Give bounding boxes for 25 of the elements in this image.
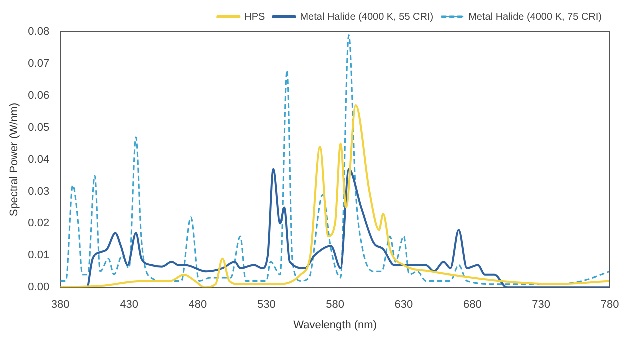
x-tick-label: 780: [600, 299, 620, 312]
x-tick-label: 530: [257, 299, 276, 312]
legend-label: Metal Halide (4000 K, 75 CRI): [468, 12, 602, 23]
y-tick-label: 0.05: [28, 122, 50, 134]
y-tick-label: 0.08: [28, 26, 50, 38]
x-axis-title: Wavelength (nm): [294, 319, 377, 332]
x-tick-label: 430: [120, 299, 138, 312]
y-tick-label: 0.04: [28, 154, 50, 166]
y-tick-label: 0.01: [28, 250, 50, 262]
line-series: [87, 168, 610, 288]
x-tick-label: 730: [532, 299, 551, 312]
y-tick-label: 0.06: [28, 90, 50, 102]
y-tick-label: 0.03: [28, 186, 50, 198]
legend-label: Metal Halide (4000 K, 55 CRI): [300, 12, 434, 23]
y-axis-title: Spectral Power (W/nm): [8, 102, 21, 217]
line-series: [60, 34, 610, 286]
x-tick-label: 380: [51, 299, 70, 312]
x-tick-label: 580: [326, 299, 344, 312]
y-tick-label: 0.07: [28, 58, 50, 70]
x-tick-label: 630: [394, 299, 414, 312]
x-tick-label: 680: [463, 299, 482, 312]
y-tick-label: 0.02: [28, 218, 50, 230]
y-tick-label: 0.00: [28, 282, 50, 294]
x-tick-label: 480: [188, 299, 208, 312]
legend-label: HPS: [244, 12, 266, 23]
